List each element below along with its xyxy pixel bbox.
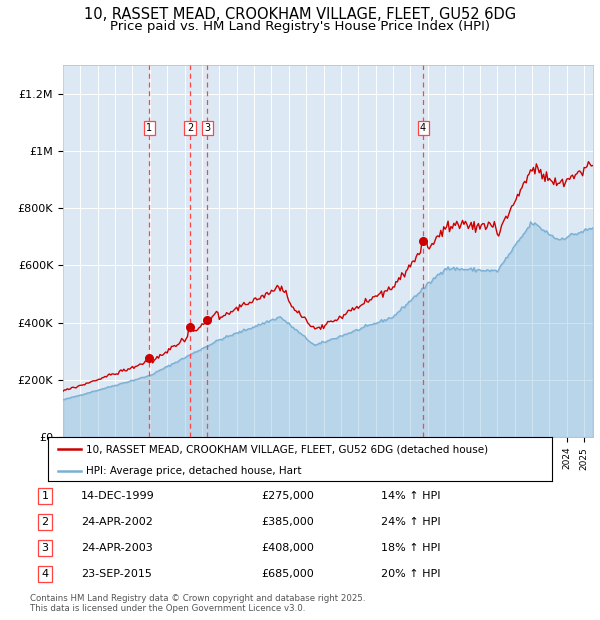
- Text: 14% ↑ HPI: 14% ↑ HPI: [381, 491, 440, 501]
- Text: 18% ↑ HPI: 18% ↑ HPI: [381, 543, 440, 553]
- Text: This data is licensed under the Open Government Licence v3.0.: This data is licensed under the Open Gov…: [30, 604, 305, 613]
- Text: 1: 1: [41, 491, 49, 501]
- Text: 4: 4: [420, 123, 426, 133]
- Text: Price paid vs. HM Land Registry's House Price Index (HPI): Price paid vs. HM Land Registry's House …: [110, 20, 490, 33]
- Text: 14-DEC-1999: 14-DEC-1999: [81, 491, 155, 501]
- Text: 24-APR-2002: 24-APR-2002: [81, 517, 153, 527]
- Text: 2: 2: [41, 517, 49, 527]
- Text: 2: 2: [187, 123, 193, 133]
- Text: £685,000: £685,000: [261, 569, 314, 579]
- Text: 1: 1: [146, 123, 152, 133]
- Text: 24-APR-2003: 24-APR-2003: [81, 543, 153, 553]
- Text: 10, RASSET MEAD, CROOKHAM VILLAGE, FLEET, GU52 6DG (detached house): 10, RASSET MEAD, CROOKHAM VILLAGE, FLEET…: [86, 445, 488, 454]
- Text: HPI: Average price, detached house, Hart: HPI: Average price, detached house, Hart: [86, 466, 301, 476]
- Text: 23-SEP-2015: 23-SEP-2015: [81, 569, 152, 579]
- Text: Contains HM Land Registry data © Crown copyright and database right 2025.: Contains HM Land Registry data © Crown c…: [30, 595, 365, 603]
- Text: £385,000: £385,000: [261, 517, 314, 527]
- Text: 3: 3: [204, 123, 211, 133]
- Text: 3: 3: [41, 543, 49, 553]
- Text: £275,000: £275,000: [261, 491, 314, 501]
- Text: 20% ↑ HPI: 20% ↑ HPI: [381, 569, 440, 579]
- Text: 24% ↑ HPI: 24% ↑ HPI: [381, 517, 440, 527]
- Text: 4: 4: [41, 569, 49, 579]
- Text: £408,000: £408,000: [261, 543, 314, 553]
- Text: 10, RASSET MEAD, CROOKHAM VILLAGE, FLEET, GU52 6DG: 10, RASSET MEAD, CROOKHAM VILLAGE, FLEET…: [84, 7, 516, 22]
